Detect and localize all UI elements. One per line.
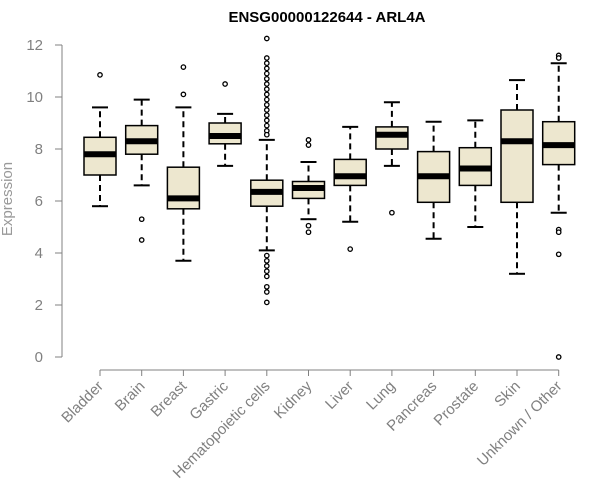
outlier-point xyxy=(263,257,270,264)
outlier-point xyxy=(263,70,270,77)
outlier-point xyxy=(555,229,562,236)
outlier-point xyxy=(138,216,145,223)
outlier-point xyxy=(263,299,270,306)
outlier-point xyxy=(138,237,145,243)
outlier-point xyxy=(263,252,270,259)
outlier-point xyxy=(263,117,270,124)
outlier-point xyxy=(263,60,270,67)
outlier-point xyxy=(555,55,562,61)
outlier-point xyxy=(263,289,270,295)
outlier-point xyxy=(263,35,270,42)
box-brain xyxy=(124,98,159,243)
iqr-box xyxy=(500,109,534,204)
x-tick-label: Prostate xyxy=(431,378,483,430)
outlier-point xyxy=(263,268,270,275)
y-tick-label: 8 xyxy=(35,141,43,158)
y-axis-title: Expression xyxy=(0,162,16,236)
outlier-point xyxy=(263,101,270,108)
outlier-point xyxy=(263,283,270,290)
boxes-group xyxy=(83,35,576,360)
outlier-point xyxy=(305,229,312,236)
y-tick-label: 10 xyxy=(26,89,43,106)
iqr-box xyxy=(375,126,409,150)
box-pancreas xyxy=(416,120,451,240)
outlier-point xyxy=(222,81,228,87)
outlier-point xyxy=(263,273,270,280)
outlier-point xyxy=(263,75,270,82)
y-tick-label: 6 xyxy=(35,193,43,210)
box-liver xyxy=(333,125,367,252)
y-tick-label: 2 xyxy=(35,297,43,314)
x-tick-label: Skin xyxy=(491,378,524,411)
outlier-point xyxy=(263,86,270,93)
outlier-point xyxy=(180,64,187,70)
outlier-point xyxy=(263,81,270,87)
outlier-point xyxy=(263,107,270,113)
outlier-point xyxy=(555,251,562,258)
x-tick-label: Liver xyxy=(322,378,357,413)
box-hematopoietic-cells xyxy=(250,35,284,306)
x-tick-label: Brain xyxy=(112,378,149,415)
chart-title: ENSG00000122644 - ARL4A xyxy=(228,9,425,26)
iqr-box xyxy=(333,158,367,187)
y-tick-label: 4 xyxy=(35,245,43,262)
box-lung xyxy=(375,101,409,216)
box-unknown-other xyxy=(541,52,576,360)
y-tick-label: 0 xyxy=(35,349,43,366)
x-tick-label: Lung xyxy=(363,378,399,414)
outlier-point xyxy=(305,137,312,143)
outlier-point xyxy=(305,142,312,148)
box-prostate xyxy=(458,119,493,228)
y-axis: 0 2 4 6 8 10 12 xyxy=(26,37,63,366)
outlier-point xyxy=(263,122,270,129)
x-tick-label: Breast xyxy=(148,377,191,420)
outlier-point xyxy=(347,246,354,252)
outlier-point xyxy=(263,131,270,138)
outlier-point xyxy=(555,354,562,360)
outlier-point xyxy=(263,263,270,269)
outlier-point xyxy=(263,91,270,98)
x-tick-label: Bladder xyxy=(58,378,107,427)
outlier-point xyxy=(305,222,312,229)
outlier-point xyxy=(263,55,270,61)
outlier-point xyxy=(263,96,270,103)
outlier-point xyxy=(263,65,270,72)
box-gastric xyxy=(208,81,242,167)
outlier-point xyxy=(97,72,103,78)
outlier-point xyxy=(263,112,270,119)
box-bladder xyxy=(83,72,117,208)
y-tick-label: 12 xyxy=(26,37,43,54)
iqr-box xyxy=(166,166,201,210)
box-breast xyxy=(166,64,201,262)
outlier-point xyxy=(180,91,187,98)
x-tick-label: Kidney xyxy=(271,377,316,422)
box-skin xyxy=(500,79,534,275)
outlier-point xyxy=(389,209,395,216)
box-kidney xyxy=(291,137,326,236)
